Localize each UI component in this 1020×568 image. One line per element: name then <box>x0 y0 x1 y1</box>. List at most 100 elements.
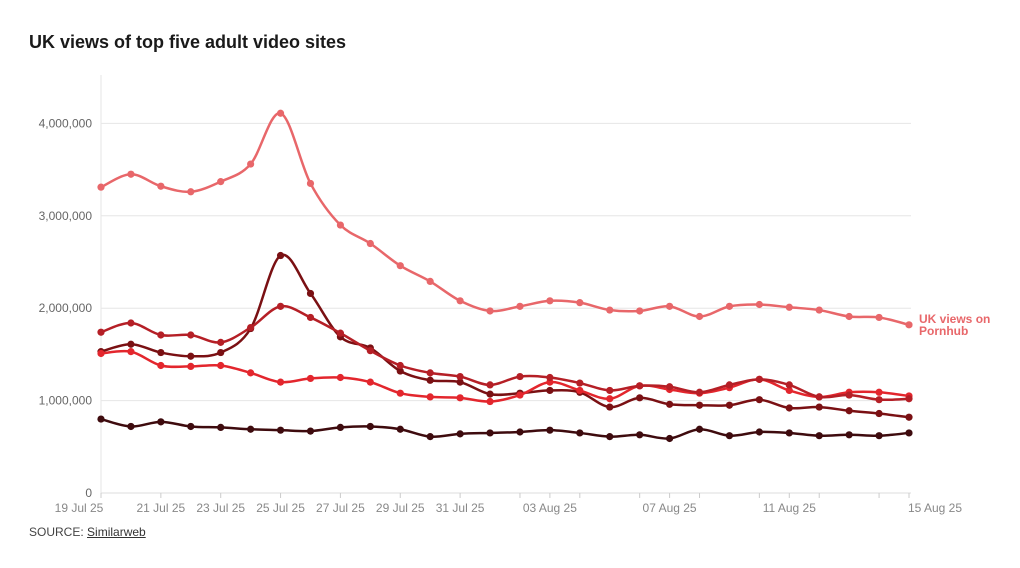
data-point <box>97 415 105 423</box>
data-point <box>606 386 614 395</box>
data-point <box>157 331 165 339</box>
x-tick-label: 15 Aug 25 <box>908 501 962 515</box>
data-point <box>187 352 195 360</box>
data-point <box>396 361 404 370</box>
data-point <box>636 394 644 402</box>
series-line-4 <box>100 253 910 419</box>
source-label: SOURCE: <box>29 525 84 539</box>
data-point <box>875 388 883 396</box>
data-point <box>576 429 584 437</box>
data-point <box>276 378 285 386</box>
data-point <box>157 361 165 370</box>
data-point <box>725 302 734 310</box>
data-point <box>247 425 255 433</box>
x-tick-label: 23 Jul 25 <box>196 501 245 515</box>
data-point <box>546 386 554 395</box>
data-point <box>336 221 345 229</box>
data-point <box>247 324 255 332</box>
data-point <box>725 432 734 440</box>
data-point <box>426 393 434 401</box>
data-point <box>636 307 644 315</box>
data-point <box>755 300 763 309</box>
data-point <box>276 251 285 260</box>
data-point <box>157 182 165 190</box>
data-point <box>187 188 195 196</box>
data-point <box>456 372 464 381</box>
data-point <box>845 431 853 439</box>
data-point <box>396 262 404 270</box>
y-tick-label: 4,000,000 <box>39 116 93 130</box>
data-point <box>875 432 883 440</box>
data-point <box>905 413 913 421</box>
chart-title: UK views of top five adult video sites <box>29 32 347 52</box>
data-point <box>127 170 135 178</box>
data-point <box>755 375 763 383</box>
x-tick-label: 03 Aug 25 <box>523 501 577 515</box>
data-point <box>486 429 494 437</box>
data-point <box>845 312 853 321</box>
series-line-1 <box>100 111 910 327</box>
series-line-2 <box>100 304 910 402</box>
data-point <box>546 373 554 382</box>
data-point <box>516 372 524 381</box>
data-point <box>127 340 135 348</box>
data-point <box>187 362 195 371</box>
data-point <box>336 329 345 337</box>
data-point <box>306 313 315 322</box>
data-point <box>695 312 704 321</box>
data-point <box>306 289 315 298</box>
data-point <box>426 369 434 377</box>
x-tick-label: 25 Jul 25 <box>256 501 305 515</box>
data-point <box>665 434 674 443</box>
data-point <box>306 374 315 383</box>
data-point <box>695 388 704 396</box>
data-point <box>396 367 404 375</box>
data-point <box>755 396 763 404</box>
data-point <box>97 349 105 358</box>
data-point <box>306 179 315 188</box>
series-line-3 <box>100 349 910 403</box>
data-point <box>785 381 793 389</box>
data-point <box>456 430 464 438</box>
data-point <box>815 306 823 314</box>
data-point <box>486 397 494 406</box>
data-point <box>217 178 225 186</box>
source-link[interactable]: Similarweb <box>87 525 146 539</box>
data-point <box>725 401 734 409</box>
data-point <box>247 160 255 168</box>
x-tick-label: 19 Jul 25 <box>55 501 104 515</box>
data-point <box>217 423 225 431</box>
data-point <box>187 331 195 339</box>
data-point <box>636 431 644 439</box>
data-point <box>486 307 494 315</box>
data-point <box>157 348 165 357</box>
data-point <box>606 403 614 411</box>
data-point <box>336 423 345 431</box>
data-point <box>665 302 674 310</box>
data-point <box>875 409 883 418</box>
data-point <box>127 422 135 431</box>
data-point <box>516 302 524 310</box>
data-point <box>665 400 674 408</box>
data-point <box>247 369 255 377</box>
data-point <box>785 404 793 412</box>
data-point <box>426 277 434 286</box>
series-label-pornhub: UK views on Pornhub <box>919 312 990 338</box>
data-point <box>456 378 464 386</box>
data-point <box>815 393 823 401</box>
data-point <box>576 379 584 387</box>
y-tick-label: 2,000,000 <box>39 301 93 315</box>
data-point <box>486 390 494 398</box>
data-point <box>157 418 165 426</box>
data-point <box>127 348 135 356</box>
data-point <box>845 407 853 415</box>
data-point <box>486 381 494 389</box>
data-point <box>306 427 315 435</box>
x-tick-label: 07 Aug 25 <box>643 501 697 515</box>
data-point <box>366 347 374 355</box>
source-note: SOURCE: Similarweb <box>29 525 146 539</box>
data-point <box>456 394 464 402</box>
data-point <box>785 429 793 437</box>
data-point <box>127 319 135 327</box>
